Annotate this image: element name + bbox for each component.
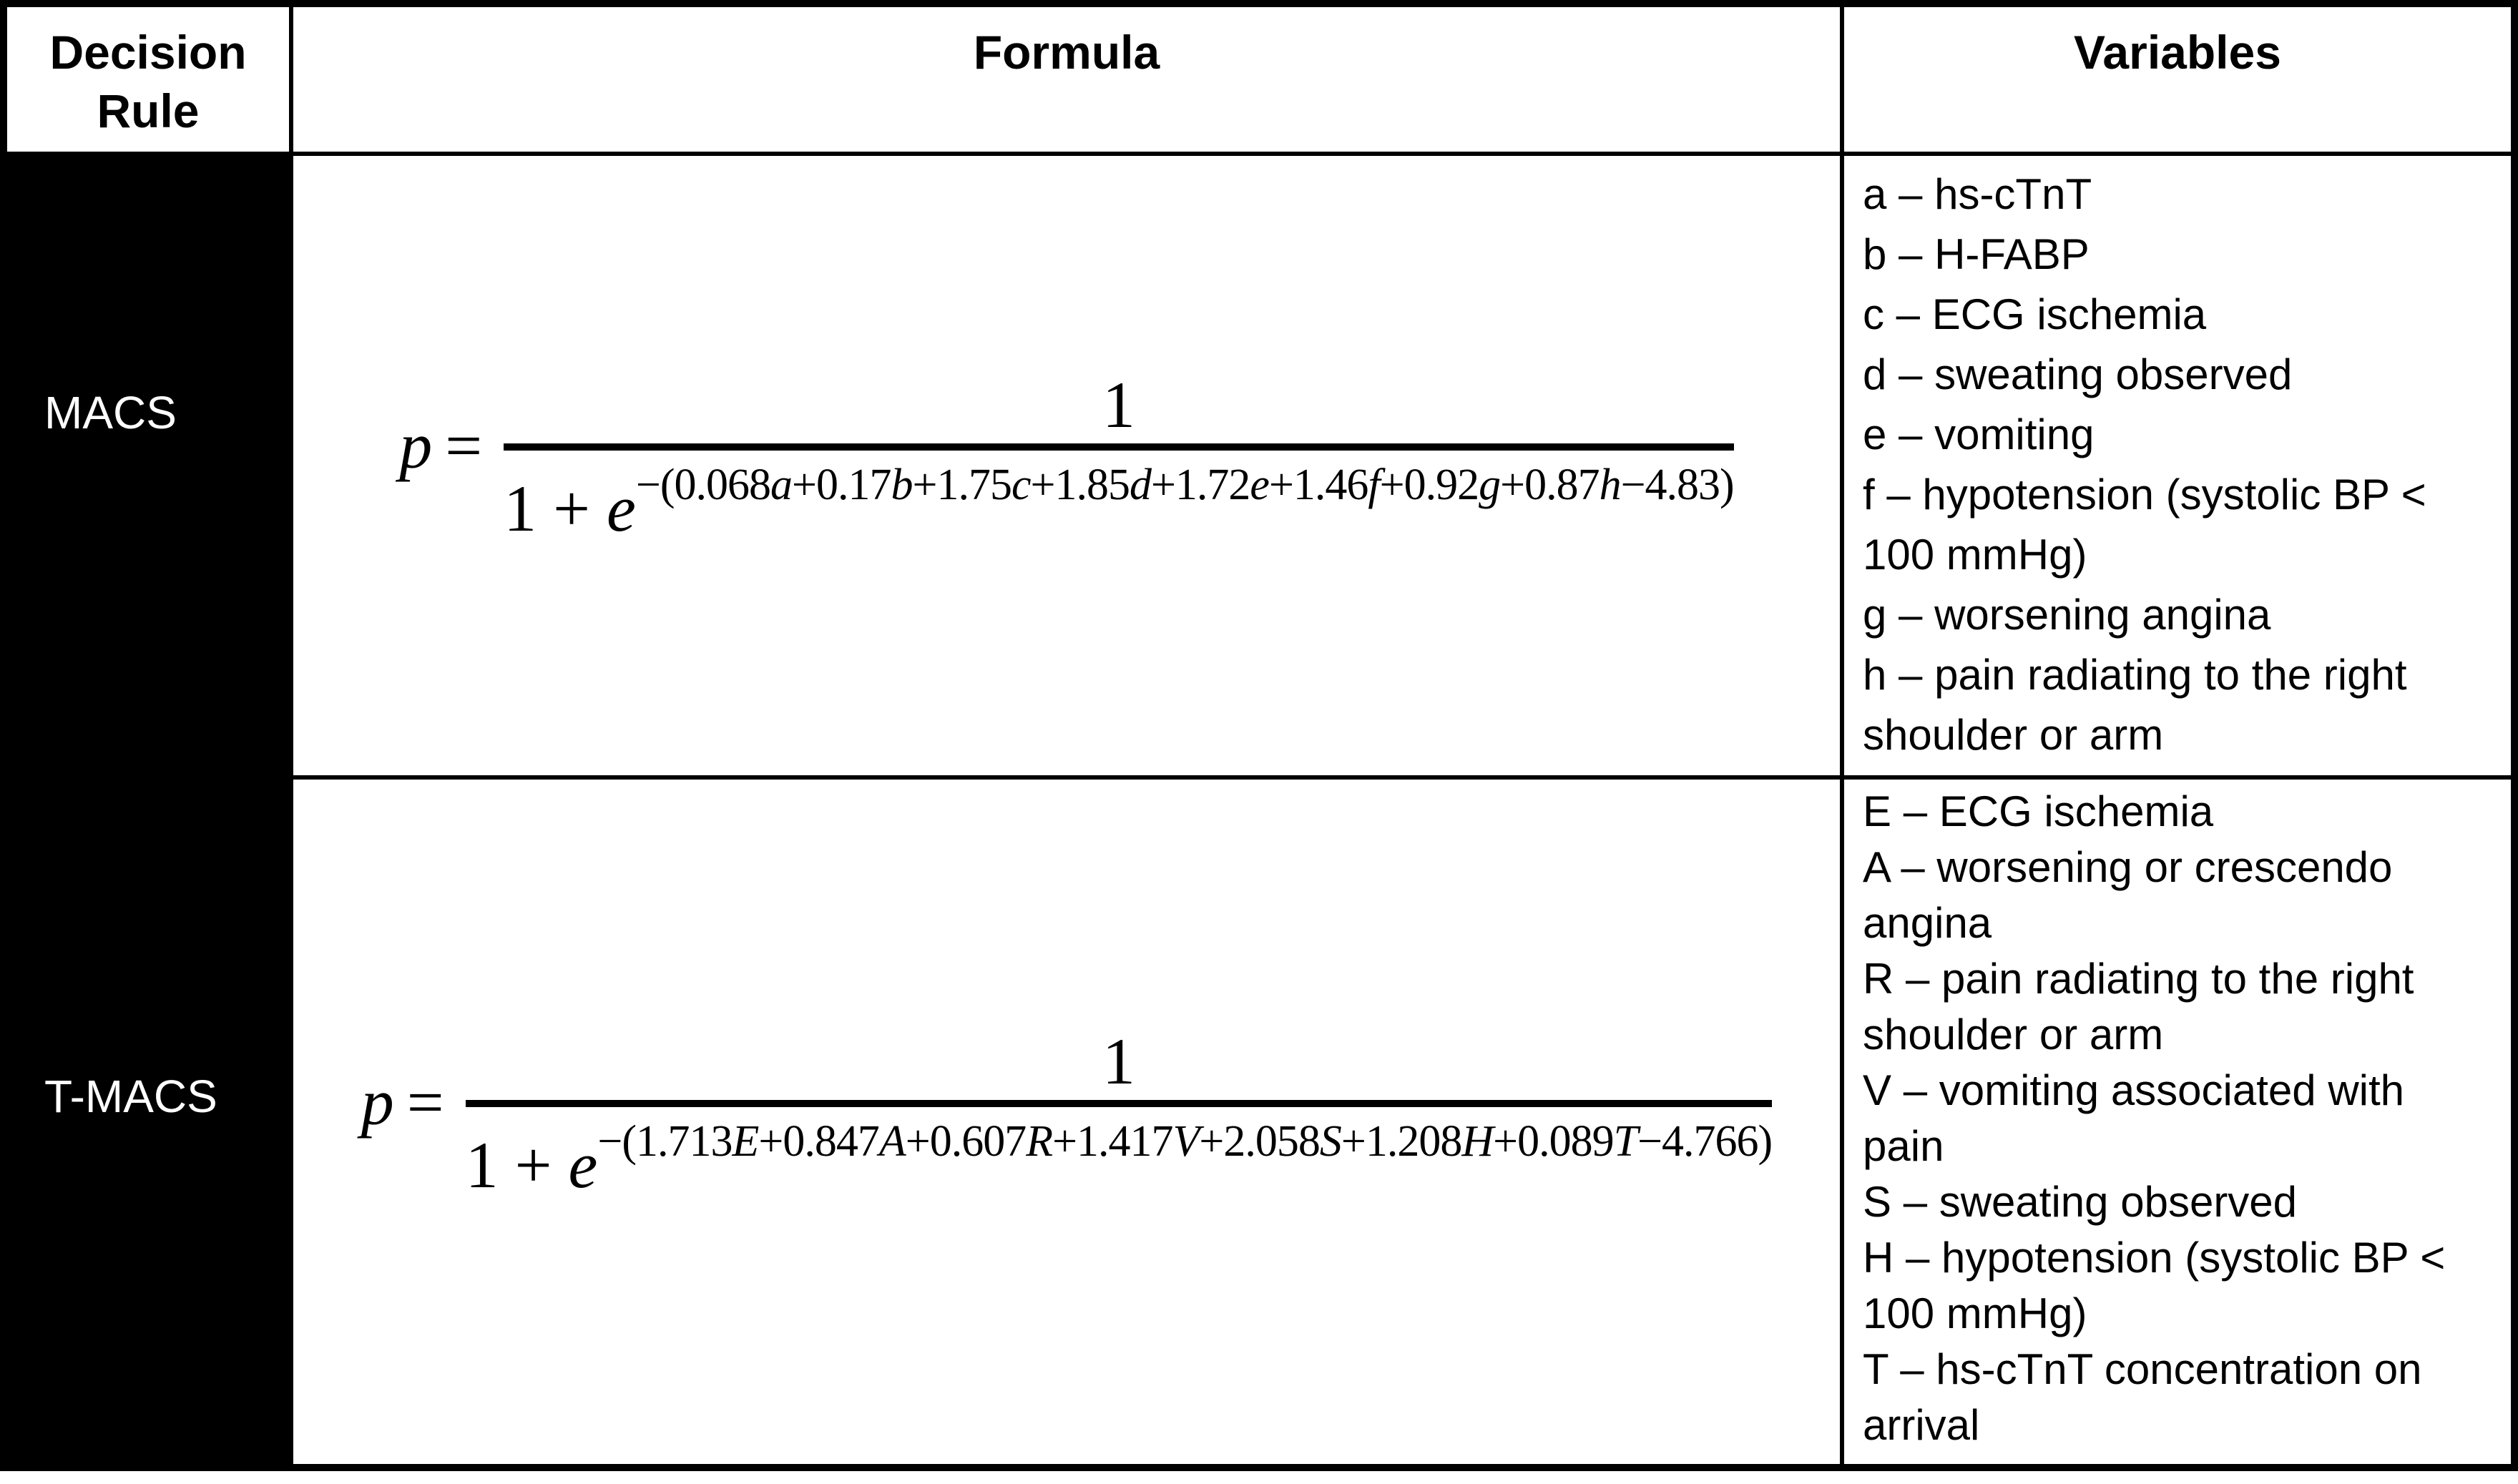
denominator-base: 1 + e [465,1128,598,1202]
header-formula: Formula [289,7,1840,152]
fraction-numerator: 1 [1102,1024,1135,1098]
fraction: 1 1 + e−(1.713E+0.847A+0.607R+1.417V+2.0… [465,1024,1773,1219]
fraction-bar [504,443,1734,451]
denominator-exponent: −(0.068a+0.17b+1.75c+1.85d+1.72e+1.46f+0… [635,461,1735,510]
variable-item: c – ECG ischemia [1863,290,2207,338]
variable-item: h – pain radiating to the right shoulder… [1863,651,2407,759]
formula-macs: p = 1 1 + e−(0.068a+0.17b+1.75c+1.85d+1.7… [399,368,1735,562]
equals-sign: = [406,1065,444,1139]
formula-lhs: p = [361,1064,444,1140]
rule-label-macs: MACS [44,387,177,438]
rule-cell-macs: MACS [7,152,289,775]
denominator-exponent: −(1.713E+0.847A+0.607R+1.417V+2.058S+1.2… [597,1116,1773,1166]
fraction-bar [465,1099,1773,1107]
fraction: 1 1 + e−(0.068a+0.17b+1.75c+1.85d+1.72e+… [504,368,1735,562]
variable-item: H – hypotension (systolic BP < 100 mmHg) [1863,1234,2446,1337]
variable-item: A – worsening or crescendo angina [1863,843,2393,947]
variable-item: V – vomiting associated with pain [1863,1066,2405,1170]
header-decision-rule-label: Decision Rule [49,26,247,137]
formula-cell-tmacs: p = 1 1 + e−(1.713E+0.847A+0.607R+1.417V+… [289,775,1840,1464]
header-variables-label: Variables [2074,26,2281,79]
rule-label-tmacs: T-MACS [44,1070,217,1122]
formula-tmacs: p = 1 1 + e−(1.713E+0.847A+0.607R+1.417V+… [361,1024,1773,1219]
variables-cell-tmacs: E – ECG ischemia A – worsening or crescen… [1840,775,2511,1464]
denominator-base: 1 + e [504,472,636,545]
variable-item: R – pain radiating to the right shoulder… [1863,955,2414,1058]
variables-cell-macs: a – hs-cTnT b – H-FABP c – ECG ischemia d –… [1840,152,2511,775]
header-formula-label: Formula [973,26,1160,79]
rule-cell-tmacs: T-MACS [7,775,289,1464]
variable-item: S – sweating observed [1863,1178,2298,1226]
equals-sign: = [445,409,483,482]
formula-cell-macs: p = 1 1 + e−(0.068a+0.17b+1.75c+1.85d+1.7… [289,152,1840,775]
fraction-denominator: 1 + e−(1.713E+0.847A+0.607R+1.417V+2.058… [466,1111,1773,1219]
formula-p-variable: p [399,409,433,482]
variable-item: a – hs-cTnT [1863,170,2092,218]
formula-lhs: p = [399,408,482,483]
variable-item: b – H-FABP [1863,230,2090,278]
variable-item: e – vomiting [1863,411,2095,458]
variable-item: E – ECG ischemia [1863,787,2214,835]
variable-item: g – worsening angina [1863,591,2271,639]
fraction-numerator: 1 [1102,368,1135,441]
formula-p-variable: p [361,1065,394,1139]
variable-item: T – hs-cTnT concentration on arrival [1863,1345,2422,1449]
header-variables: Variables [1840,7,2511,152]
variable-item: d – sweating observed [1863,350,2293,398]
variable-item: f – hypotension (systolic BP < 100 mmHg) [1863,471,2426,579]
header-decision-rule: Decision Rule [7,7,289,152]
fraction-denominator: 1 + e−(0.068a+0.17b+1.75c+1.85d+1.72e+1.… [504,455,1735,562]
